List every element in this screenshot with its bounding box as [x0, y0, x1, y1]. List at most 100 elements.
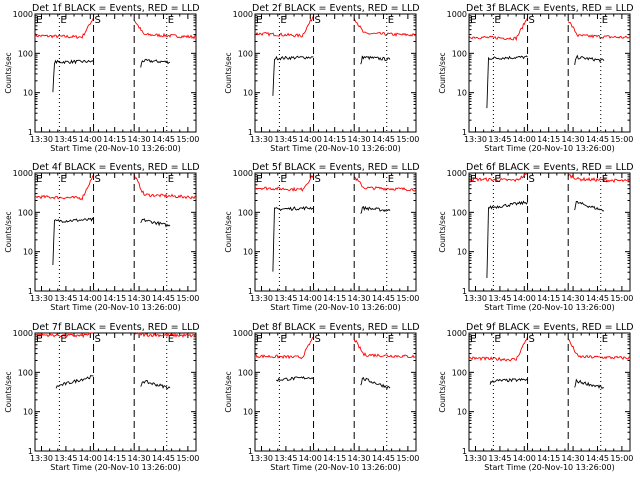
- y-tick-label: 10: [457, 408, 467, 417]
- panel-title: Det 4f BLACK = Events, RED = LLD: [32, 162, 200, 173]
- x-tick-label: 14:30: [562, 454, 585, 463]
- lld-series-line: [468, 336, 528, 362]
- x-tick-label: 14:45: [372, 294, 395, 303]
- x-tick-label: 14:00: [299, 454, 322, 463]
- time-marker-label: S: [95, 334, 101, 345]
- time-marker-label: E: [470, 334, 476, 345]
- panel-title: Det 6f BLACK = Events, RED = LLD: [466, 162, 634, 173]
- lld-series-line: [34, 17, 94, 39]
- time-marker-label: S: [529, 334, 535, 345]
- y-tick-label: 10: [243, 89, 253, 98]
- y-tick-label: 100: [452, 208, 467, 217]
- time-marker-label: E: [280, 334, 286, 345]
- panel-title: Det 3f BLACK = Events, RED = LLD: [466, 3, 634, 14]
- x-tick-label: 14:30: [562, 294, 585, 303]
- time-marker-label: E: [494, 15, 500, 26]
- y-tick-label: 10: [457, 248, 467, 257]
- panel-title: Det 9f BLACK = Events, RED = LLD: [466, 322, 634, 333]
- panel-4: Det 4f BLACK = Events, RED = LLD 1 10 100 10…: [4, 162, 200, 312]
- y-tick-label: 1000: [233, 169, 253, 178]
- y-tick-label: 1: [248, 128, 253, 137]
- x-tick-label: 14:00: [79, 454, 102, 463]
- lld-series-line: [133, 173, 197, 200]
- panel-3: Det 3f BLACK = Events, RED = LLD 1 10 100 10…: [438, 3, 634, 153]
- plot-frame: [254, 13, 417, 133]
- x-tick-label: 14:45: [152, 135, 175, 144]
- y-tick-label: 1000: [447, 10, 467, 19]
- lld-series-line: [254, 174, 314, 193]
- x-tick-label: 14:45: [152, 454, 175, 463]
- events-series-line: [140, 218, 171, 228]
- panel-title: Det 8f BLACK = Events, RED = LLD: [252, 322, 420, 333]
- x-tick-label: 15:00: [396, 135, 419, 144]
- y-tick-label: 1000: [233, 10, 253, 19]
- y-axis-label: Counts/sec: [224, 371, 233, 412]
- plot-frame: [468, 332, 631, 452]
- x-tick-label: 13:45: [488, 294, 511, 303]
- events-series-line: [489, 377, 528, 385]
- x-tick-label: 13:45: [54, 454, 77, 463]
- y-tick-label: 1: [462, 287, 467, 296]
- lld-series-line: [568, 339, 631, 360]
- y-tick-label: 1000: [13, 329, 33, 338]
- x-tick-label: 13:45: [274, 135, 297, 144]
- events-series-line: [574, 54, 605, 65]
- time-marker-label: S: [95, 15, 101, 26]
- x-tick-label: 14:15: [323, 135, 346, 144]
- events-series-line: [360, 55, 391, 65]
- y-tick-label: 1: [28, 128, 33, 137]
- y-tick-label: 1: [28, 287, 33, 296]
- y-axis-label: Counts/sec: [438, 52, 447, 93]
- y-tick-label: 1000: [13, 169, 33, 178]
- lld-series-line: [468, 17, 528, 42]
- time-marker-label: S: [529, 174, 535, 185]
- x-tick-label: 13:45: [54, 135, 77, 144]
- y-tick-label: 100: [452, 368, 467, 377]
- x-tick-label: 13:30: [30, 294, 53, 303]
- events-series-line: [272, 206, 314, 272]
- x-tick-label: 14:00: [79, 294, 102, 303]
- x-tick-label: 14:15: [103, 135, 126, 144]
- x-tick-label: 13:30: [30, 454, 53, 463]
- panel-7: Det 7f BLACK = Events, RED = LLD 1 10 100 10…: [4, 322, 200, 472]
- events-series-line: [360, 376, 391, 390]
- events-series-line: [486, 200, 528, 279]
- time-marker-label: E: [602, 174, 608, 185]
- x-tick-label: 15:00: [176, 294, 199, 303]
- plot-frame: [34, 332, 197, 452]
- time-marker-label: E: [168, 15, 174, 26]
- time-marker-label: E: [60, 174, 66, 185]
- time-marker-label: S: [95, 174, 101, 185]
- lld-series-line: [353, 339, 417, 359]
- x-tick-label: 13:45: [488, 454, 511, 463]
- events-series-line: [574, 378, 605, 390]
- y-tick-label: 100: [18, 49, 33, 58]
- y-axis-label: Counts/sec: [224, 211, 233, 252]
- x-tick-label: 14:00: [513, 135, 536, 144]
- events-series-line: [276, 375, 314, 382]
- panel-title: Det 7f BLACK = Events, RED = LLD: [32, 322, 200, 333]
- plot-frame: [254, 332, 417, 452]
- x-tick-label: 15:00: [176, 454, 199, 463]
- y-tick-label: 1000: [447, 169, 467, 178]
- time-marker-label: S: [315, 15, 321, 26]
- x-tick-label: 14:15: [323, 454, 346, 463]
- x-tick-label: 14:00: [79, 135, 102, 144]
- lld-series-line: [34, 174, 94, 201]
- lld-series-line: [34, 332, 94, 339]
- x-tick-label: 14:00: [513, 454, 536, 463]
- time-marker-label: E: [388, 334, 394, 345]
- time-marker-label: S: [315, 174, 321, 185]
- x-tick-label: 13:45: [274, 294, 297, 303]
- x-tick-label: 13:30: [464, 294, 487, 303]
- x-tick-label: 14:45: [586, 135, 609, 144]
- events-series-line: [55, 374, 94, 389]
- panel-title: Det 2f BLACK = Events, RED = LLD: [252, 3, 420, 14]
- y-tick-label: 100: [238, 208, 253, 217]
- y-tick-label: 100: [18, 368, 33, 377]
- x-axis-label: Start Time (20-Nov-10 13:26:00): [484, 303, 614, 312]
- plot-frame: [468, 172, 631, 292]
- time-marker-label: E: [256, 174, 262, 185]
- panel-title: Det 5f BLACK = Events, RED = LLD: [252, 162, 420, 173]
- x-tick-label: 13:45: [274, 454, 297, 463]
